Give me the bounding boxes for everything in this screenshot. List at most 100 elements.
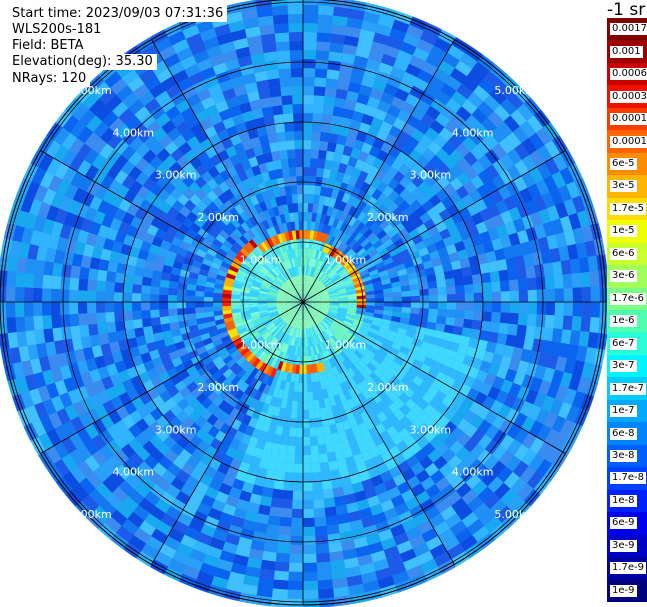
scan-cell [177, 77, 193, 92]
scan-cell [394, 88, 410, 102]
scan-cell [6, 317, 17, 334]
scan-cell [369, 221, 380, 232]
scan-cell [440, 83, 457, 99]
scan-cell [266, 366, 274, 376]
scan-cell [38, 153, 54, 172]
scan-cell [120, 428, 136, 444]
scan-cell [366, 396, 378, 408]
scan-cell [326, 206, 334, 217]
scan-cell [345, 282, 355, 289]
scan-cell [249, 304, 259, 308]
scan-cell [344, 136, 356, 148]
scan-cell [339, 211, 348, 222]
scan-cell [308, 194, 315, 204]
scan-cell [289, 289, 297, 296]
scan-cell [34, 401, 49, 420]
scan-cell [356, 347, 366, 357]
scan-cell [455, 106, 472, 122]
scan-cell [189, 329, 201, 339]
scan-cell [281, 343, 287, 353]
scan-cell [209, 53, 226, 67]
scan-cell [355, 285, 365, 291]
scan-cell [169, 321, 180, 331]
scan-cell [86, 115, 103, 133]
scan-cell [164, 449, 179, 463]
scan-cell [284, 381, 291, 391]
scan-cell [191, 335, 203, 344]
scan-cell [354, 159, 366, 171]
scan-cell [414, 386, 427, 399]
scan-cell [250, 331, 260, 340]
range-ring-label: 3.00km [409, 423, 451, 436]
scan-cell [249, 296, 259, 300]
scan-cell [523, 253, 535, 267]
scan-cell [427, 280, 438, 289]
scan-cell [296, 275, 300, 285]
scan-cell [319, 251, 325, 261]
scan-cell [352, 218, 362, 230]
scan-cell [188, 169, 202, 182]
scan-cell [179, 326, 190, 335]
scan-cell [309, 427, 318, 437]
scan-cell [330, 404, 340, 416]
scan-cell [251, 184, 262, 196]
scan-cell [209, 212, 221, 224]
scan-cell [543, 262, 554, 277]
scan-cell [244, 425, 255, 437]
scan-cell [491, 414, 506, 430]
range-ring-label: 3.00km [409, 169, 451, 182]
scan-cell [276, 276, 284, 284]
scan-cell [272, 187, 281, 198]
scan-cell [353, 350, 364, 360]
scan-cell [330, 273, 340, 281]
scan-cell [294, 302, 303, 305]
scan-cell [319, 213, 327, 224]
scan-cell [283, 324, 290, 334]
range-ring-label: 3.00km [155, 169, 197, 182]
scan-cell [536, 441, 553, 459]
scan-cell [333, 97, 347, 109]
scan-cell [474, 464, 491, 481]
scan-cell [374, 302, 384, 307]
scan-cell [412, 375, 424, 387]
scan-cell [347, 296, 357, 300]
scan-cell [82, 91, 100, 110]
scan-cell [361, 142, 373, 155]
scan-cell [245, 186, 256, 198]
scan-cell [303, 302, 312, 305]
scan-cell [33, 315, 44, 331]
scan-cell [275, 379, 283, 389]
scan-cell [452, 325, 464, 336]
scan-cell [387, 104, 402, 118]
scan-cell [311, 303, 321, 307]
scan-cell [461, 194, 475, 208]
scan-cell [318, 5, 335, 16]
scan-cell [387, 486, 402, 500]
scan-cell [174, 212, 187, 224]
scan-cell [232, 113, 245, 126]
scan-cell [498, 450, 515, 467]
scan-cell [453, 128, 469, 143]
scan-cell [114, 311, 124, 322]
scan-cell [265, 321, 274, 329]
scan-cell [551, 415, 567, 433]
scan-cell [280, 507, 293, 518]
scan-cell [259, 392, 268, 403]
scan-cell [260, 241, 269, 252]
scan-cell [391, 311, 402, 318]
scan-cell [51, 314, 62, 329]
scan-cell [285, 302, 295, 304]
scan-cell [492, 214, 505, 228]
scan-cell [329, 124, 341, 135]
scan-cell [277, 223, 285, 234]
scan-cell [213, 384, 225, 396]
scan-cell [165, 484, 181, 499]
scan-cell [369, 503, 384, 516]
scan-cell [471, 212, 484, 226]
scan-cell [31, 167, 47, 185]
scan-cell [339, 61, 354, 74]
scan-cell [216, 558, 234, 572]
scan-cell [322, 320, 330, 328]
scan-cell [366, 96, 381, 109]
scan-cell [419, 363, 432, 374]
